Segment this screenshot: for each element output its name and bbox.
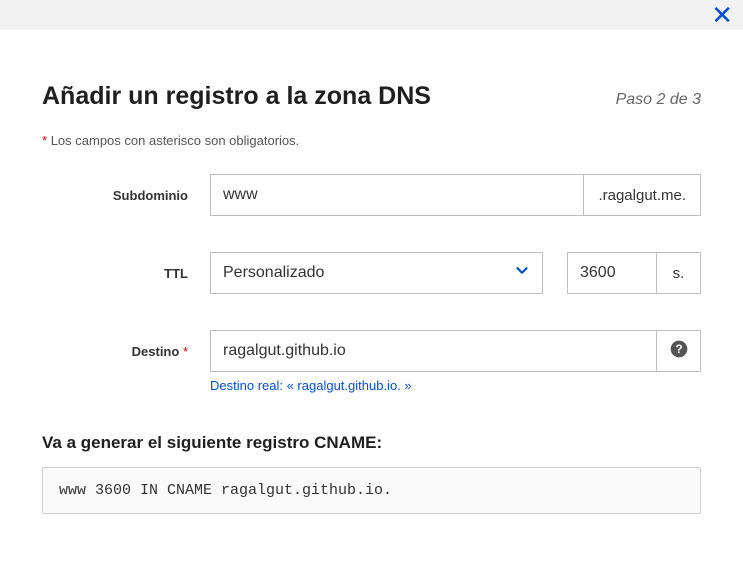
destino-help-button[interactable]: ? — [657, 330, 701, 372]
modal-content: Añadir un registro a la zona DNS Paso 2 … — [0, 30, 743, 534]
close-icon: ✕ — [711, 0, 733, 30]
destino-input[interactable] — [210, 330, 657, 372]
ttl-select-display[interactable] — [210, 252, 543, 294]
cname-preview-box: www 3600 IN CNAME ragalgut.github.io. — [42, 467, 701, 514]
ttl-select[interactable] — [210, 252, 543, 294]
destino-field-group: ? — [210, 330, 701, 372]
asterisk-icon: * — [183, 344, 188, 359]
help-icon: ? — [669, 339, 689, 364]
ttl-unit-label: s. — [657, 252, 701, 294]
ttl-label: TTL — [42, 266, 210, 281]
required-fields-note: * Los campos con asterisco son obligator… — [42, 133, 701, 148]
page-title: Añadir un registro a la zona DNS — [42, 82, 431, 111]
subdomain-label: Subdominio — [42, 188, 210, 203]
destino-hint: Destino real: « ragalgut.github.io. » — [210, 378, 701, 393]
ttl-row: TTL s. — [42, 252, 701, 294]
ttl-field-group: s. — [210, 252, 701, 294]
subdomain-field-group: .ragalgut.me. — [210, 174, 701, 216]
destino-label-text: Destino — [132, 344, 180, 359]
preview-title: Va a generar el siguiente registro CNAME… — [42, 433, 701, 453]
close-button[interactable]: ✕ — [711, 2, 733, 28]
subdomain-input[interactable] — [210, 174, 584, 216]
ttl-value-input[interactable] — [567, 252, 657, 294]
required-note-text: Los campos con asterisco son obligatorio… — [51, 133, 300, 148]
subdomain-suffix: .ragalgut.me. — [584, 174, 701, 216]
destino-row: Destino * ? — [42, 330, 701, 372]
svg-text:?: ? — [675, 343, 682, 356]
asterisk-icon: * — [42, 133, 47, 148]
subdomain-row: Subdominio .ragalgut.me. — [42, 174, 701, 216]
step-indicator: Paso 2 de 3 — [616, 91, 701, 109]
top-bar: ✕ — [0, 0, 743, 30]
destino-label: Destino * — [42, 344, 210, 359]
header-row: Añadir un registro a la zona DNS Paso 2 … — [42, 82, 701, 111]
